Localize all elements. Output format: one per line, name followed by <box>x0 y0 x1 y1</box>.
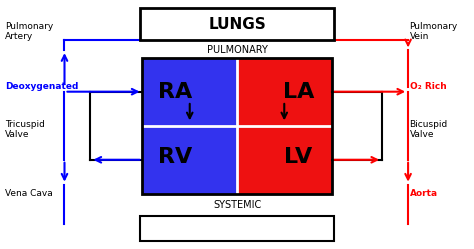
Text: Pulmonary
Artery: Pulmonary Artery <box>5 22 54 41</box>
Text: LV: LV <box>284 147 312 167</box>
Bar <box>237 126 331 194</box>
Bar <box>140 8 334 40</box>
Text: Tricuspid
Valve: Tricuspid Valve <box>5 120 46 139</box>
Bar <box>140 216 334 241</box>
Text: PULMONARY: PULMONARY <box>207 45 267 55</box>
Text: O₂ Rich: O₂ Rich <box>410 82 446 91</box>
Text: Pulmonary
Vein: Pulmonary Vein <box>410 22 458 41</box>
Text: Bicuspid
Valve: Bicuspid Valve <box>410 120 448 139</box>
Text: RV: RV <box>158 147 193 167</box>
Text: LA: LA <box>283 82 314 102</box>
Text: LUNGS: LUNGS <box>208 17 266 32</box>
Text: Aorta: Aorta <box>410 189 438 198</box>
Bar <box>143 126 237 194</box>
Text: Vena Cava: Vena Cava <box>5 189 53 198</box>
Text: Deoxygenated: Deoxygenated <box>5 82 79 91</box>
Text: RA: RA <box>158 82 193 102</box>
Bar <box>237 58 331 126</box>
Text: SYSTEMIC: SYSTEMIC <box>213 200 261 210</box>
Bar <box>143 58 237 126</box>
Bar <box>143 58 331 194</box>
